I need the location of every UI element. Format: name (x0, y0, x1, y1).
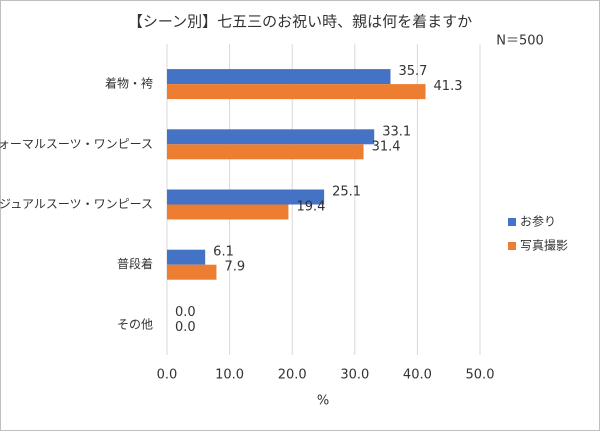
x-tick-label: 40.0 (403, 368, 432, 383)
data-label: 31.4 (372, 139, 401, 154)
x-tick-label: 20.0 (278, 368, 307, 383)
data-label: 41.3 (434, 79, 463, 94)
data-label: 25.1 (332, 185, 361, 200)
data-label: 0.0 (175, 305, 196, 320)
x-tick-label: 30.0 (340, 368, 369, 383)
x-tick-label: 0.0 (157, 368, 178, 383)
bar (167, 84, 426, 100)
y-tick-label: 着物・袴 (105, 76, 153, 91)
data-label: 33.1 (382, 124, 411, 139)
bar (167, 204, 289, 220)
data-label: 19.4 (296, 200, 325, 215)
legend-swatch (508, 218, 516, 226)
annotation: N＝500 (496, 34, 544, 49)
bar (167, 189, 325, 205)
bar (167, 264, 217, 280)
y-tick-label: その他 (117, 317, 153, 331)
data-label: 0.0 (175, 320, 196, 335)
legend-label: お参り (520, 214, 556, 229)
bar (167, 249, 206, 265)
bar (167, 144, 364, 160)
data-label: 7.9 (224, 260, 245, 275)
data-label: 35.7 (398, 64, 427, 79)
legend-label: 写真撮影 (520, 239, 568, 253)
bar (167, 129, 375, 145)
bar (167, 69, 391, 85)
x-axis-label: % (317, 394, 329, 409)
y-tick-label: 普段着 (117, 256, 153, 271)
legend-swatch (508, 242, 516, 250)
x-tick-label: 10.0 (215, 368, 244, 383)
y-tick-label: フォーマルスーツ・ワンピース (0, 137, 153, 151)
x-tick-label: 50.0 (466, 368, 495, 383)
chart-title: 【シーン別】七五三のお祝い時、親は何を着ますか (128, 13, 472, 31)
data-label: 6.1 (213, 245, 234, 260)
y-tick-label: カジュアルスーツ・ワンピース (0, 197, 153, 211)
